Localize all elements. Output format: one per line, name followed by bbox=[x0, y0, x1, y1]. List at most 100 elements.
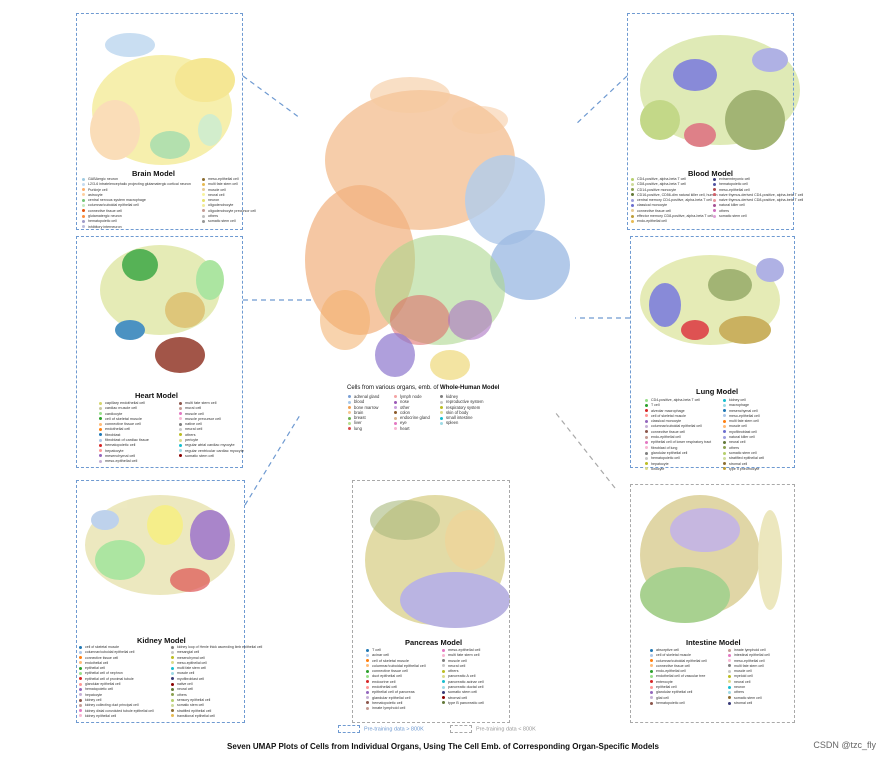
legend-label: hepatocyte bbox=[651, 461, 669, 466]
legend-label: innate lymphoid cell bbox=[372, 706, 406, 711]
pancreas-umap bbox=[365, 495, 510, 628]
legend-swatch bbox=[631, 182, 634, 186]
legend-label: glandular epithelial cell bbox=[651, 450, 688, 455]
legend-swatch bbox=[713, 193, 716, 197]
legend-label: CD16-positive, CD56-dim natural killer c… bbox=[637, 192, 718, 197]
legend-item: kidney epithelial cell bbox=[79, 714, 154, 719]
legend-swatch bbox=[366, 648, 369, 652]
legend-item: spleen bbox=[440, 420, 483, 425]
legend-label: extraembryonic cell bbox=[719, 177, 750, 181]
legend-label: glial cell bbox=[656, 695, 669, 700]
legend-item: central nervous system macrophage bbox=[82, 198, 191, 203]
legend-swatch bbox=[631, 177, 634, 181]
legend-item: hematopoietic cell bbox=[79, 687, 154, 692]
legend-item: kidney bbox=[440, 394, 483, 399]
intestine-legend: absorptive cell cell of skeletal muscle co… bbox=[650, 648, 795, 720]
legend-item: hematopoietic cell bbox=[713, 182, 803, 187]
legend-label: connective tissue cell bbox=[372, 669, 408, 674]
legend-item: endocrine cell bbox=[366, 680, 426, 685]
legend-label: endothelial cell bbox=[105, 427, 131, 432]
legend-item: regular atrial cardiac myocyte bbox=[179, 443, 244, 448]
legend-item: meso-epithelial cell bbox=[728, 659, 770, 664]
legend-swatch bbox=[631, 219, 634, 223]
legend-item: macrophage bbox=[723, 403, 764, 408]
legend-label: hematopoietic cell bbox=[719, 182, 748, 187]
legend-item: meso-epithelial cell bbox=[442, 648, 484, 653]
legend-label: acinar cell bbox=[372, 653, 390, 658]
legend-label: eye bbox=[400, 420, 407, 426]
legend-item: cell of skeletal muscle bbox=[99, 417, 149, 422]
pancreas-panel: Pancreas Model bbox=[352, 480, 510, 723]
legend-swatch bbox=[650, 659, 653, 663]
legend-swatch bbox=[728, 680, 731, 684]
legend-swatch bbox=[440, 405, 443, 409]
legend-label: neural cell bbox=[448, 663, 466, 668]
legend-column: multi fate stem cell mural cell muscle cel… bbox=[179, 401, 244, 459]
legend-label: somatic stem cell bbox=[208, 219, 236, 224]
legend-swatch bbox=[650, 680, 653, 684]
legend-swatch bbox=[442, 659, 445, 663]
legend-label: natural killer cell bbox=[729, 435, 755, 440]
legend-label: columnar/cuboidal epithelial cell bbox=[656, 658, 707, 663]
legend-swatch bbox=[99, 427, 102, 431]
legend-item: connective tissue cell bbox=[645, 430, 711, 435]
legend-item: kidney cell bbox=[79, 698, 154, 703]
legend-label: meso-epithelial cell bbox=[734, 658, 765, 663]
legend-column: kidney cell macrophage mesenchymal cell mes… bbox=[723, 398, 764, 472]
legend-label: neural cell bbox=[729, 440, 746, 445]
legend-label: heart bbox=[400, 425, 410, 431]
legend-label: GABAergic neuron bbox=[88, 177, 118, 181]
legend-label: lymph node bbox=[400, 394, 422, 399]
legend-item: neural cell bbox=[723, 440, 764, 445]
legend-swatch bbox=[179, 406, 182, 410]
legend-column: meso-epithelial cell multi fate stem cell… bbox=[202, 177, 256, 225]
legend-swatch bbox=[366, 701, 369, 705]
legend-swatch bbox=[99, 412, 102, 416]
legend-swatch bbox=[171, 650, 174, 654]
legend-column: adrenal gland blood bone marrow brain breast… bbox=[348, 394, 379, 431]
legend-item: CD14-positive monocyte bbox=[631, 188, 718, 193]
watermark: CSDN @tzc_fly bbox=[813, 740, 876, 750]
legend-label: glutamatergic neuron bbox=[88, 214, 122, 219]
legend-swatch bbox=[79, 650, 82, 654]
legend-label: somatic stem cell bbox=[729, 450, 757, 455]
legend-swatch bbox=[99, 401, 102, 405]
legend-swatch bbox=[645, 425, 648, 429]
legend-swatch bbox=[82, 204, 85, 208]
legend-label: columnar/cuboidal epithelial cell bbox=[88, 203, 139, 208]
legend-item: pancreatic ductal cell bbox=[442, 685, 484, 690]
legend-label: somatic stem cell bbox=[448, 690, 478, 695]
legend-swatch bbox=[645, 419, 648, 423]
legend-swatch bbox=[728, 659, 731, 663]
legend-item: pancreatic A cell bbox=[442, 674, 484, 679]
legend-label: mesenchymal cell bbox=[177, 655, 205, 660]
legend-swatch bbox=[728, 685, 731, 689]
legend-swatch bbox=[79, 703, 82, 707]
legend-item: others bbox=[723, 446, 764, 451]
legend-swatch bbox=[171, 656, 174, 660]
legend-label: mesenchymal cell bbox=[729, 408, 758, 413]
legend-label: others bbox=[177, 692, 187, 697]
legend-swatch bbox=[171, 714, 174, 718]
legend-label: multi fate stem cell bbox=[177, 666, 206, 671]
legend-item: connective tissue cell bbox=[99, 422, 149, 427]
legend-label: CD14-positive monocyte bbox=[637, 187, 677, 192]
legend-label: endothelial cell bbox=[372, 685, 398, 690]
legend-swatch bbox=[82, 188, 85, 192]
legend-label: hematopoietic cell bbox=[85, 687, 114, 692]
legend-item: Purkinje cell bbox=[82, 188, 191, 193]
legend-swatch bbox=[99, 433, 102, 437]
legend-item: connective tissue cell bbox=[631, 209, 718, 214]
legend-swatch bbox=[442, 674, 445, 678]
legend-item: neuron bbox=[202, 198, 256, 203]
legend-item: innate lymphoid cell bbox=[366, 706, 426, 711]
legend-label: glandular epithelial cell bbox=[372, 695, 411, 700]
kidney-title: Kidney Model bbox=[137, 636, 186, 645]
heart-panel: Heart Model bbox=[76, 236, 243, 468]
whole-human-umap bbox=[305, 77, 570, 380]
legend-swatch bbox=[179, 438, 182, 442]
legend-label: neural cell bbox=[177, 687, 193, 692]
legend-item: glandular epithelial cell bbox=[650, 690, 707, 695]
legend-item: natural killer cell bbox=[713, 203, 803, 208]
legend-item: myofibroblast cell bbox=[723, 430, 764, 435]
